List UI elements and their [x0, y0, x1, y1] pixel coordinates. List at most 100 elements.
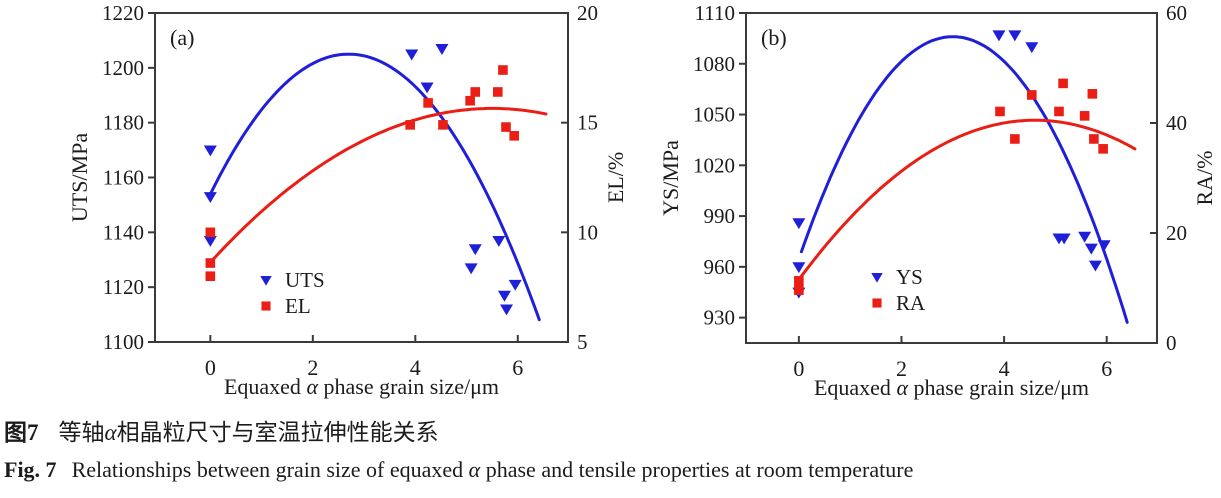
data-point-el [465, 95, 475, 106]
data-point-el [438, 120, 448, 130]
data-point-el [205, 271, 216, 281]
data-point-ra [794, 276, 804, 286]
legend-marker-ys [871, 272, 883, 283]
x-tick-label: 0 [205, 355, 216, 380]
left-tick-label: 1050 [693, 103, 735, 127]
left-tick-label: 1140 [103, 220, 144, 244]
data-point-ys [1097, 240, 1111, 252]
left-tick-label: 1220 [102, 1, 144, 25]
x-tick-label: 6 [512, 355, 523, 380]
data-point-uts [405, 49, 419, 61]
data-point-ys [1078, 231, 1092, 243]
legend-marker-ra [872, 298, 882, 308]
plot-area-frame [745, 12, 1158, 344]
legend-marker-el [261, 301, 271, 311]
data-point-ys [1008, 30, 1022, 42]
caption-zh-text-post: 相晶粒尺寸与室温拉伸性能关系 [116, 420, 439, 445]
caption-en-text-post: phase and tensile properties at room tem… [480, 457, 914, 482]
data-point-ra [794, 285, 804, 295]
left-tick-label: 1080 [693, 52, 735, 76]
data-point-uts [492, 235, 506, 247]
chart-panel-b: 0 2 4 6 930 960 990 1020 1050 1080 1110 0 20 40 60 Equa… [658, 1, 1217, 400]
x-tick-label: 4 [410, 355, 421, 380]
legend-label-ra: RA [896, 291, 926, 315]
data-point-ra [1027, 90, 1037, 100]
data-point-el [470, 87, 481, 97]
scatter-charts-svg: 0 2 4 611001120114011601180120012205101520E… [67, 1, 1217, 400]
data-point-uts [497, 290, 511, 302]
fit-curve-ra [799, 118, 1137, 278]
right-tick-label: 40 [1166, 111, 1187, 135]
panel-label: (b) [761, 25, 787, 50]
data-point-uts [464, 263, 478, 275]
left-tick-label: 1200 [102, 56, 144, 80]
right-tick-label: 15 [577, 111, 598, 135]
left-tick-label: 1180 [103, 111, 144, 135]
chart-panel-a: 0 2 4 6 1100 1120 1140 1160 1180 1200 1220 5 10 15 20 E… [67, 1, 628, 399]
left-tick-label: 1020 [693, 153, 735, 177]
data-point-el [498, 65, 508, 75]
caption-chinese: 图7 等轴α相晶粒尺寸与室温拉伸性能关系 [4, 413, 439, 447]
caption-english: Fig. 7 Relationships between grain size o… [4, 457, 913, 483]
x-tick-label: 2 [896, 356, 907, 381]
x-tick-label: 6 [1101, 356, 1112, 381]
data-point-el [493, 87, 503, 97]
x-axis-title: Equaxed α phase grain size/μm [814, 375, 1089, 400]
x-tick-label: 2 [307, 355, 318, 380]
right-axis-title: EL/% [603, 152, 628, 203]
data-point-el [423, 98, 433, 108]
data-point-ys [1025, 42, 1039, 54]
left-tick-label: 960 [704, 255, 736, 279]
data-point-ra [1087, 89, 1098, 99]
x-tick-label: 4 [999, 356, 1010, 381]
left-tick-label: 930 [704, 306, 736, 330]
data-point-uts [500, 304, 514, 316]
data-point-ra [995, 106, 1005, 117]
fit-curve-el [211, 106, 548, 262]
caption-zh-number: 图7 [4, 420, 39, 445]
caption-en-alpha: α [468, 457, 481, 482]
right-axis-title: RA/% [1192, 151, 1217, 206]
legend-marker-uts [260, 275, 272, 286]
data-point-uts [203, 145, 217, 157]
data-point-uts [468, 244, 482, 256]
data-point-ra [1058, 78, 1068, 89]
caption-en-number: Fig. 7 [4, 457, 57, 482]
caption-zh-text-pre: 等轴 [58, 420, 105, 445]
data-point-ys [792, 262, 806, 274]
right-tick-label: 5 [577, 330, 588, 354]
data-point-ra [1089, 134, 1099, 144]
data-point-uts [420, 82, 434, 94]
data-point-ys [1088, 260, 1102, 272]
data-point-el [509, 131, 519, 141]
caption-zh-alpha: α [104, 420, 117, 445]
data-point-ra [1054, 106, 1064, 117]
fit-curve-uts [209, 52, 541, 322]
x-axis-title: Equaxed α phase grain size/μm [224, 374, 499, 399]
data-point-ys [992, 30, 1006, 42]
data-point-ra [1098, 144, 1108, 154]
left-tick-label: 1110 [695, 1, 735, 25]
data-point-ys [1057, 233, 1071, 245]
data-point-ra [1079, 111, 1090, 121]
data-point-uts [203, 235, 217, 247]
left-axis-title: YS/MPa [658, 140, 683, 216]
data-point-uts [508, 279, 522, 291]
data-point-ra [1010, 134, 1020, 144]
legend-label-uts: UTS [285, 268, 325, 292]
x-tick-label: 0 [793, 356, 804, 381]
caption-en-text-pre: Relationships between grain size of equa… [71, 457, 469, 482]
data-point-uts [203, 192, 217, 204]
data-point-el [205, 258, 216, 268]
left-tick-label: 1120 [103, 275, 144, 299]
legend-label-el: EL [285, 294, 311, 318]
left-axis-title: UTS/MPa [67, 133, 92, 222]
charts-row: 0 2 4 6 1100 1120 1140 1160 1180 1200 1220 5 10 15 20 E… [67, 1, 1217, 400]
right-tick-label: 60 [1166, 1, 1187, 25]
panel-label: (a) [170, 25, 194, 50]
legend-label-ys: YS [896, 265, 923, 289]
right-tick-label: 20 [1166, 221, 1187, 245]
data-point-el [405, 120, 415, 130]
data-point-el [501, 122, 511, 132]
data-point-uts [435, 44, 449, 55]
